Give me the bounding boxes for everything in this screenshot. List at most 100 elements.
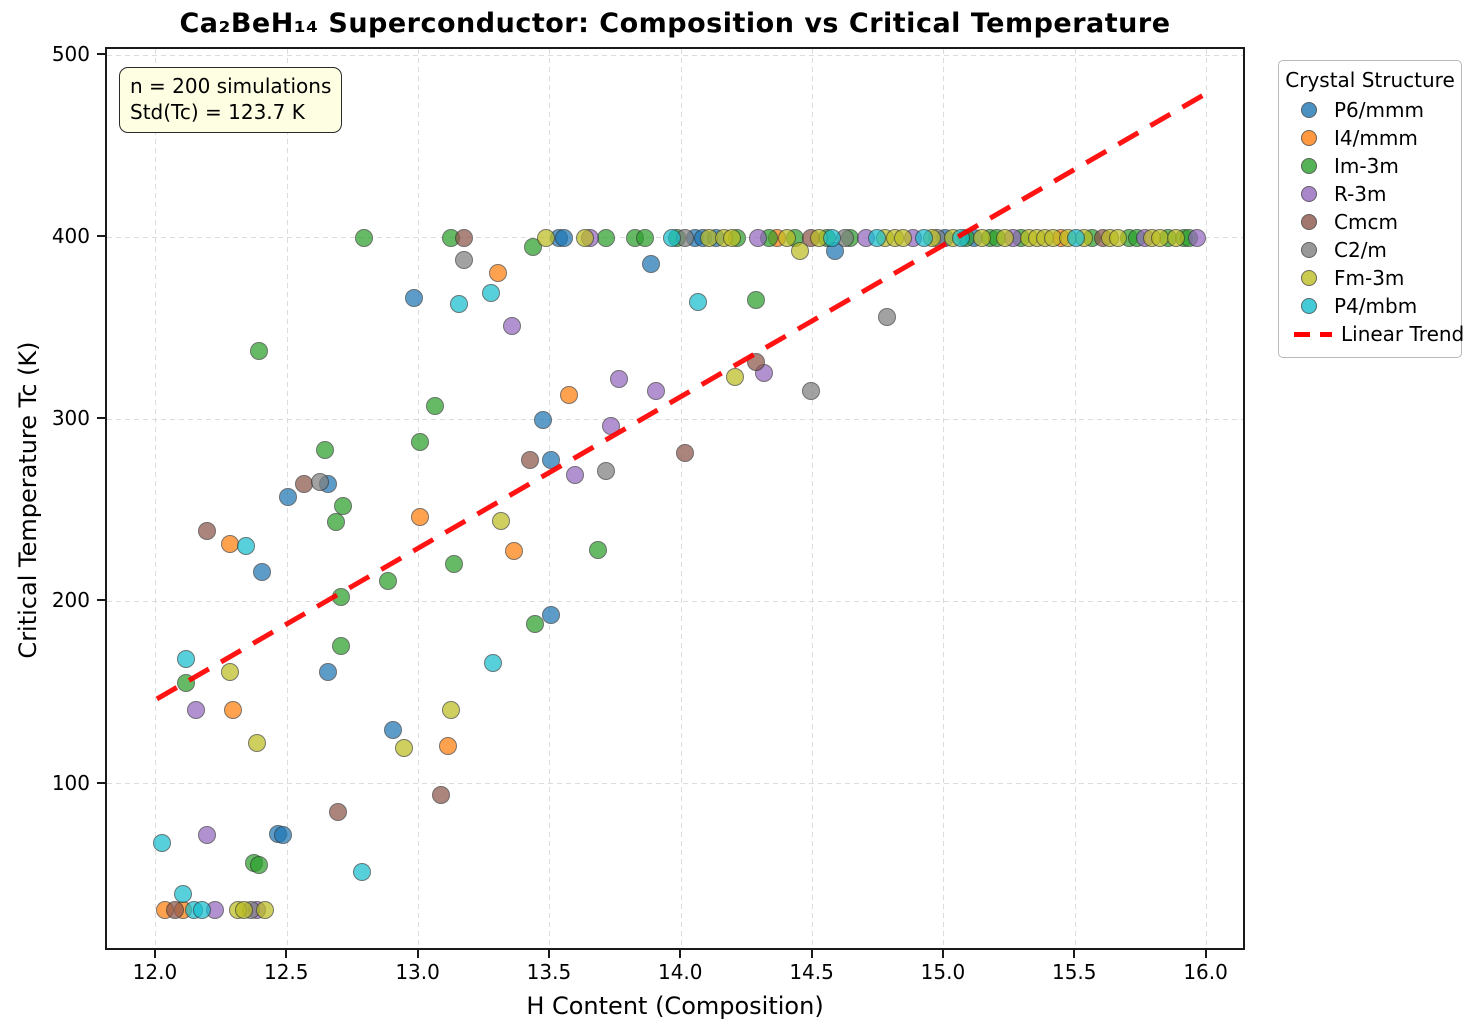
- data-point-r3m: [646, 382, 665, 401]
- data-point-c2m: [455, 251, 474, 270]
- data-point-p6mmm: [252, 562, 271, 581]
- legend-swatch-icon: [1301, 214, 1317, 230]
- legend-item-label: P6/mmm: [1334, 98, 1424, 122]
- y-gridline: [107, 54, 1243, 56]
- data-point-p4mbm: [174, 884, 193, 903]
- legend-item-label: R-3m: [1334, 182, 1387, 206]
- data-point-im3m: [589, 540, 608, 559]
- data-point-p4mbm: [192, 901, 211, 920]
- data-point-cmcm: [197, 522, 216, 541]
- legend-swatch-icon: [1301, 158, 1317, 174]
- x-tick-label: 12.5: [263, 960, 309, 984]
- data-point-im3m: [316, 440, 335, 459]
- x-tick-mark: [679, 950, 682, 958]
- legend-item-label: C2/m: [1334, 238, 1387, 262]
- stats-annotation: n = 200 simulations Std(Tc) = 123.7 K: [119, 67, 343, 133]
- data-point-p4mbm: [176, 649, 195, 668]
- y-gridline: [107, 418, 1243, 420]
- legend-item-label: Linear Trend: [1341, 322, 1465, 346]
- data-point-im3m: [355, 229, 374, 248]
- legend-item-p6mmm: P6/mmm: [1279, 96, 1461, 124]
- data-point-i4mmm: [224, 700, 243, 719]
- data-point-cmcm: [431, 786, 450, 805]
- data-point-im3m: [426, 396, 445, 415]
- legend-item-fm3m: Fm-3m: [1279, 264, 1461, 292]
- data-point-cmcm: [520, 451, 539, 470]
- data-point-i4mmm: [560, 385, 579, 404]
- data-point-c2m: [801, 382, 820, 401]
- x-tick-mark: [810, 950, 813, 958]
- x-tick-label: 14.0: [657, 960, 703, 984]
- data-point-i4mmm: [505, 542, 524, 561]
- data-point-p4mbm: [449, 294, 468, 313]
- data-point-im3m: [331, 587, 350, 606]
- annotation-line-std: Std(Tc) = 123.7 K: [130, 100, 305, 125]
- data-point-p6mmm: [318, 662, 337, 681]
- data-point-cmcm: [329, 802, 348, 821]
- y-gridline: [107, 600, 1243, 602]
- x-tick-mark: [1073, 950, 1076, 958]
- legend-item-im3m: Im-3m: [1279, 152, 1461, 180]
- data-point-im3m: [176, 673, 195, 692]
- x-gridline: [943, 49, 945, 948]
- data-point-im3m: [597, 229, 616, 248]
- legend-item-label: I4/mmm: [1334, 126, 1418, 150]
- y-tick-label: 100: [51, 770, 90, 795]
- data-point-p6mmm: [641, 254, 660, 273]
- x-gridline: [1074, 49, 1076, 948]
- x-gridline: [549, 49, 551, 948]
- data-point-cmcm: [746, 353, 765, 372]
- data-point-c2m: [878, 307, 897, 326]
- data-point-p4mbm: [867, 229, 886, 248]
- legend-title: Crystal Structure: [1285, 68, 1455, 92]
- data-point-im3m: [410, 433, 429, 452]
- x-tick-label: 13.0: [395, 960, 440, 984]
- data-point-p6mmm: [541, 451, 560, 470]
- y-tick-label: 400: [51, 224, 90, 249]
- x-tick-label: 13.5: [526, 960, 572, 984]
- x-gridline: [418, 49, 420, 948]
- legend-item-label: Im-3m: [1334, 154, 1399, 178]
- legend-item-linear-trend: Linear Trend: [1279, 320, 1465, 348]
- data-point-p4mbm: [484, 653, 503, 672]
- legend-item-label: Cmcm: [1334, 210, 1398, 234]
- data-point-fm3m: [442, 700, 461, 719]
- x-gridline: [155, 49, 157, 948]
- legend-item-label: Fm-3m: [1334, 266, 1405, 290]
- legend-swatch-icon: [1301, 298, 1317, 314]
- y-tick-mark: [97, 599, 105, 602]
- data-point-p6mmm: [279, 487, 298, 506]
- annotation-line-n: n = 200 simulations: [130, 74, 332, 98]
- x-tick-mark: [1204, 950, 1207, 958]
- x-gridline: [1206, 49, 1208, 948]
- data-point-p4mbm: [352, 862, 371, 881]
- y-gridline: [107, 783, 1243, 784]
- y-tick-label: 500: [51, 42, 90, 67]
- x-tick-mark: [153, 950, 156, 958]
- data-point-r3m: [1188, 229, 1207, 248]
- x-tick-label: 12.0: [132, 960, 178, 984]
- data-point-p6mmm: [405, 289, 424, 308]
- x-gridline: [812, 49, 814, 948]
- data-point-fm3m: [492, 511, 510, 530]
- data-point-fm3m: [234, 901, 253, 920]
- data-point-p6mmm: [384, 720, 403, 739]
- data-point-fm3m: [255, 901, 274, 920]
- data-point-im3m: [331, 637, 350, 656]
- data-point-r3m: [602, 416, 621, 435]
- data-point-r3m: [187, 700, 206, 719]
- data-point-i4mmm: [489, 263, 508, 282]
- plot-area: [105, 47, 1245, 950]
- data-point-fm3m: [536, 229, 555, 248]
- x-tick-label: 16.0: [1183, 960, 1228, 984]
- data-point-p6mmm: [273, 826, 292, 845]
- legend-item-c2m: C2/m: [1279, 236, 1461, 264]
- data-point-fm3m: [725, 367, 744, 386]
- legend-swatch-icon: [1301, 130, 1317, 146]
- data-point-r3m: [197, 826, 216, 845]
- data-point-r3m: [502, 316, 521, 335]
- data-point-p6mmm: [541, 606, 560, 625]
- x-tick-label: 14.5: [789, 960, 834, 984]
- data-point-fm3m: [791, 242, 810, 261]
- data-point-p4mbm: [153, 833, 172, 852]
